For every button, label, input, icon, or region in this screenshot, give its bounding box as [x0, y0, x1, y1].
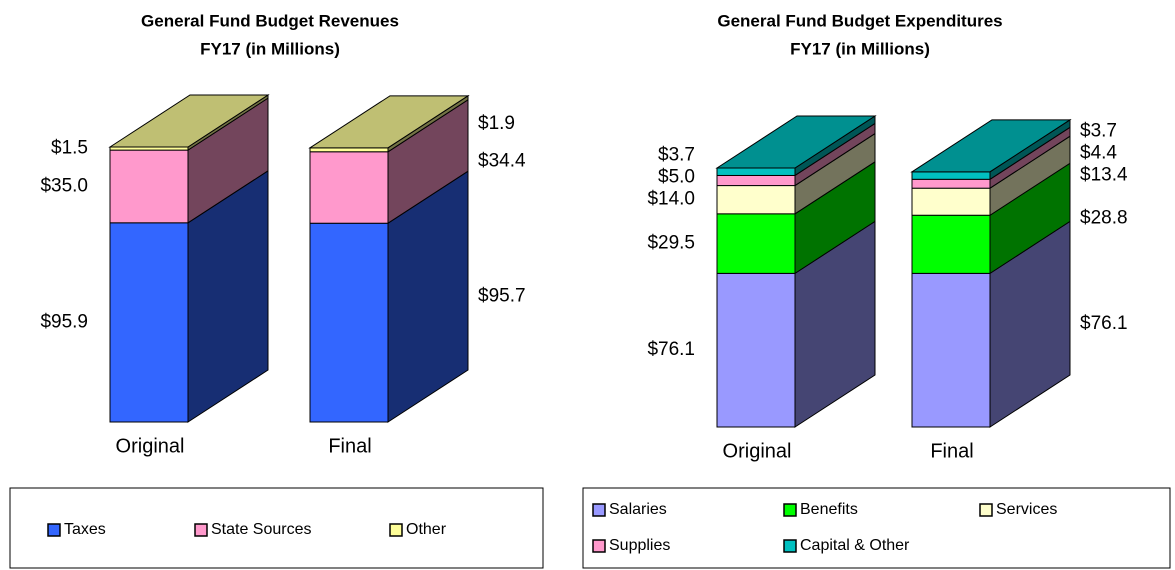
legend-swatch	[592, 503, 606, 517]
bar-segment	[109, 222, 189, 423]
bar-segment	[716, 185, 796, 215]
chart-title: General Fund Budget Expenditures	[717, 11, 1002, 30]
value-label: $13.4	[1080, 165, 1128, 186]
value-label: $35.0	[40, 175, 88, 196]
bar-segment	[911, 178, 991, 189]
bar-segment	[911, 171, 991, 180]
value-label: $34.4	[478, 151, 526, 172]
legend-swatch	[783, 503, 797, 517]
bar-segment	[716, 174, 796, 187]
bar-top	[308, 95, 470, 149]
x-tick-label: Final	[930, 440, 973, 462]
bar-segment	[911, 272, 991, 428]
value-label: $5.0	[658, 167, 695, 188]
chart-title: General Fund Budget Revenues	[141, 11, 399, 30]
legend-label: Supplies	[609, 537, 670, 554]
bar-top	[910, 119, 1072, 173]
bar-segment	[911, 214, 991, 274]
legend-swatch	[592, 539, 606, 553]
x-tick-label: Original	[116, 435, 185, 457]
value-label: $76.1	[1080, 313, 1128, 334]
legend-label: Services	[996, 501, 1057, 518]
chart-subtitle: FY17 (in Millions)	[790, 39, 930, 58]
bar-segment	[716, 213, 796, 274]
value-label: $1.9	[478, 113, 515, 134]
legend-label: Capital & Other	[800, 537, 910, 554]
legend-label: Benefits	[800, 501, 858, 518]
legend-label: Salaries	[609, 501, 667, 518]
legend-label: State Sources	[211, 521, 312, 538]
legend-box	[9, 487, 544, 569]
bar-segment	[309, 151, 389, 224]
value-label: $3.7	[1080, 121, 1117, 142]
legend-label: Taxes	[64, 521, 106, 538]
legend-label: Other	[406, 521, 447, 538]
legend-swatch	[47, 523, 61, 537]
legend-box	[582, 487, 1171, 569]
bar-segment	[716, 272, 796, 428]
value-label: $76.1	[647, 339, 695, 360]
value-label: $4.4	[1080, 143, 1117, 164]
chart-subtitle: FY17 (in Millions)	[200, 39, 340, 58]
legend-swatch	[783, 539, 797, 553]
value-label: $95.9	[40, 311, 88, 332]
bar-top	[715, 115, 877, 169]
value-label: $29.5	[647, 233, 695, 254]
legend-swatch	[389, 523, 403, 537]
legend-swatch	[194, 523, 208, 537]
value-label: $28.8	[1080, 207, 1128, 228]
value-label: $95.7	[478, 286, 526, 307]
value-label: $3.7	[658, 145, 695, 166]
legend-swatch	[979, 503, 993, 517]
value-label: $1.5	[51, 138, 88, 159]
value-label: $14.0	[647, 189, 695, 210]
bar-segment	[309, 147, 389, 153]
x-tick-label: Original	[723, 440, 792, 462]
bar-segment	[109, 149, 189, 224]
bar-top	[108, 94, 270, 148]
bar-segment	[309, 222, 389, 423]
bar-segment	[716, 167, 796, 176]
x-tick-label: Final	[328, 435, 371, 457]
bar-segment	[911, 187, 991, 216]
